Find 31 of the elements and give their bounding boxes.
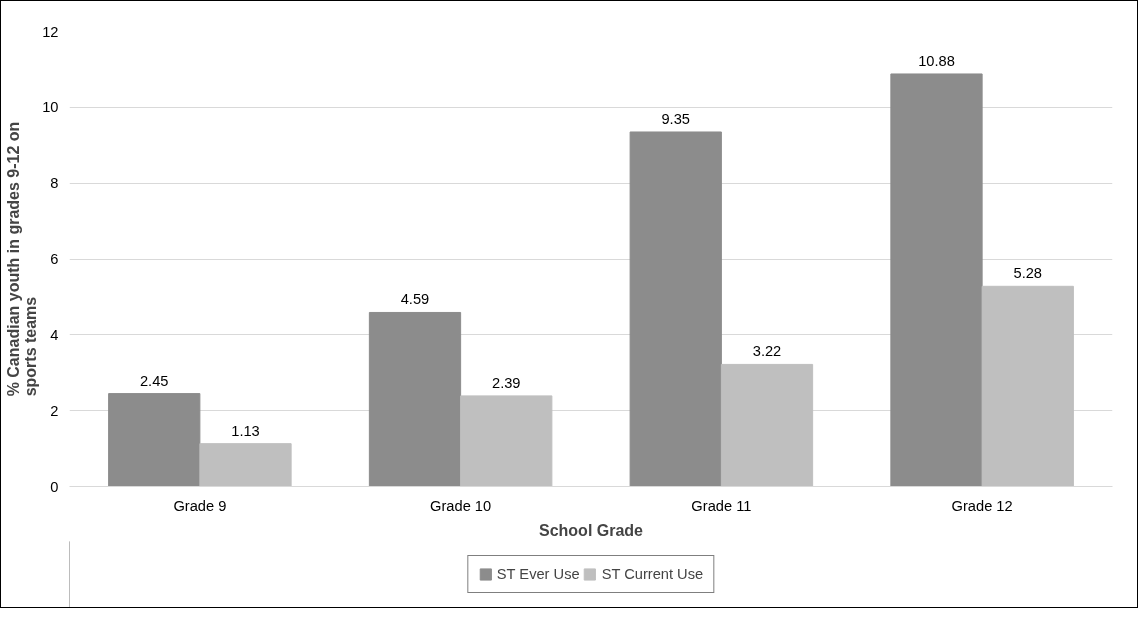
bar (890, 73, 983, 487)
x-tick-label: Grade 9 (173, 497, 227, 514)
legend-label: ST Current Use (601, 566, 704, 582)
bar (108, 393, 201, 487)
x-tick-label: Grade 11 (691, 497, 752, 514)
bar (460, 395, 553, 487)
legend-label: ST Ever Use (496, 566, 580, 582)
data-label: 1.13 (231, 422, 260, 439)
y-tick-label: 10 (42, 99, 59, 116)
data-label: 9.35 (661, 110, 691, 127)
data-label: 2.39 (491, 374, 521, 391)
data-label: 4.59 (400, 291, 430, 308)
data-label: 3.22 (752, 343, 782, 360)
bar (368, 311, 462, 487)
data-label: 5.28 (1013, 265, 1043, 282)
x-tick-label: Grade 12 (951, 497, 1013, 514)
bar (629, 131, 722, 487)
y-tick-label: 2 (50, 402, 59, 419)
data-label: 10.88 (918, 52, 955, 69)
y-tick-label: 4 (50, 326, 59, 343)
bar (981, 285, 1074, 487)
y-axis-title: % Canadian youth in grades 9-12 on sports teams (4, 121, 39, 397)
y-tick-label: 8 (50, 175, 59, 192)
bar (199, 443, 292, 487)
bar (720, 363, 814, 487)
x-axis-title: School Grade (538, 521, 644, 539)
y-tick-label: 6 (50, 251, 59, 267)
y-tick-label: 12 (42, 23, 59, 40)
x-tick-label: Grade 10 (430, 497, 492, 514)
y-tick-label: 0 (50, 478, 59, 495)
data-label: 2.45 (139, 372, 169, 389)
